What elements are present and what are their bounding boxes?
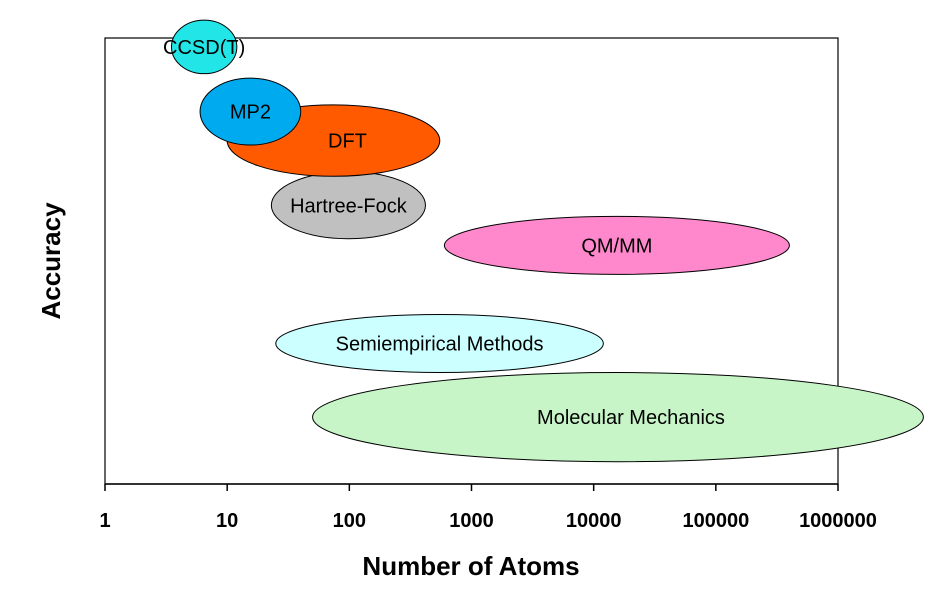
region-qm-mm bbox=[443, 215, 790, 275]
x-tick-label: 1 bbox=[99, 510, 110, 532]
region-semiempirical-methods bbox=[275, 314, 604, 374]
region-label-qm-mm: QM/MM bbox=[581, 235, 652, 257]
x-ticks: 1 10 100 1000 10000 100000 1000000 bbox=[99, 484, 877, 532]
x-tick-label: 10 bbox=[216, 510, 238, 532]
x-tick-label: 10000 bbox=[566, 510, 622, 532]
y-axis-title: Accuracy bbox=[36, 202, 66, 320]
region-label-molecular-mechanics: Molecular Mechanics bbox=[537, 407, 725, 429]
x-tick-label: 100 bbox=[333, 510, 366, 532]
region-label-mp2: MP2 bbox=[230, 102, 271, 124]
x-tick-label: 100000 bbox=[682, 510, 749, 532]
labels-layer: Molecular Mechanics Semiempirical Methods… bbox=[163, 37, 725, 429]
region-molecular-mechanics bbox=[312, 372, 924, 463]
x-tick-label: 1000000 bbox=[799, 510, 877, 532]
regions-layer bbox=[170, 19, 924, 463]
region-label-hartree-fock: Hartree-Fock bbox=[290, 195, 408, 217]
x-tick-label: 1000 bbox=[449, 510, 494, 532]
x-axis-title: Number of Atoms bbox=[362, 551, 579, 581]
region-mp2 bbox=[199, 77, 302, 146]
region-label-semiempirical-methods: Semiempirical Methods bbox=[336, 334, 544, 356]
region-ccsd-t bbox=[170, 19, 238, 75]
region-label-dft: DFT bbox=[328, 131, 367, 153]
region-label-ccsd-t: CCSD(T) bbox=[163, 37, 245, 59]
